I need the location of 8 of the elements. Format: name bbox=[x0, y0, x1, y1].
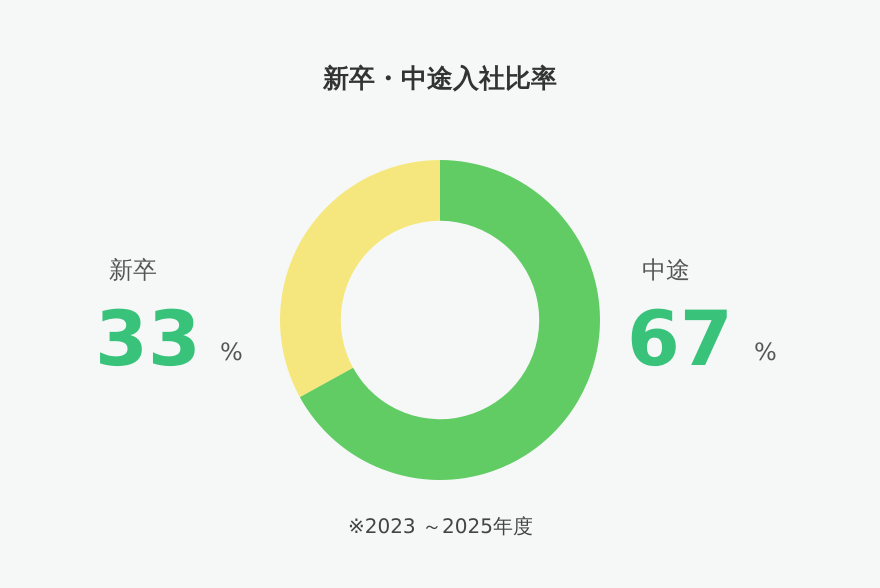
donut-slice bbox=[280, 160, 440, 398]
donut-slice bbox=[300, 160, 600, 480]
slice-label: 新卒 bbox=[109, 256, 157, 284]
data-label: 67 % bbox=[627, 294, 777, 383]
slice-label: 中途 bbox=[642, 256, 690, 284]
chart-title: 新卒・中途入社比率 bbox=[322, 64, 557, 94]
data-label: 33 % bbox=[95, 294, 243, 383]
text: ※2023 ～2025年度 bbox=[348, 514, 533, 538]
